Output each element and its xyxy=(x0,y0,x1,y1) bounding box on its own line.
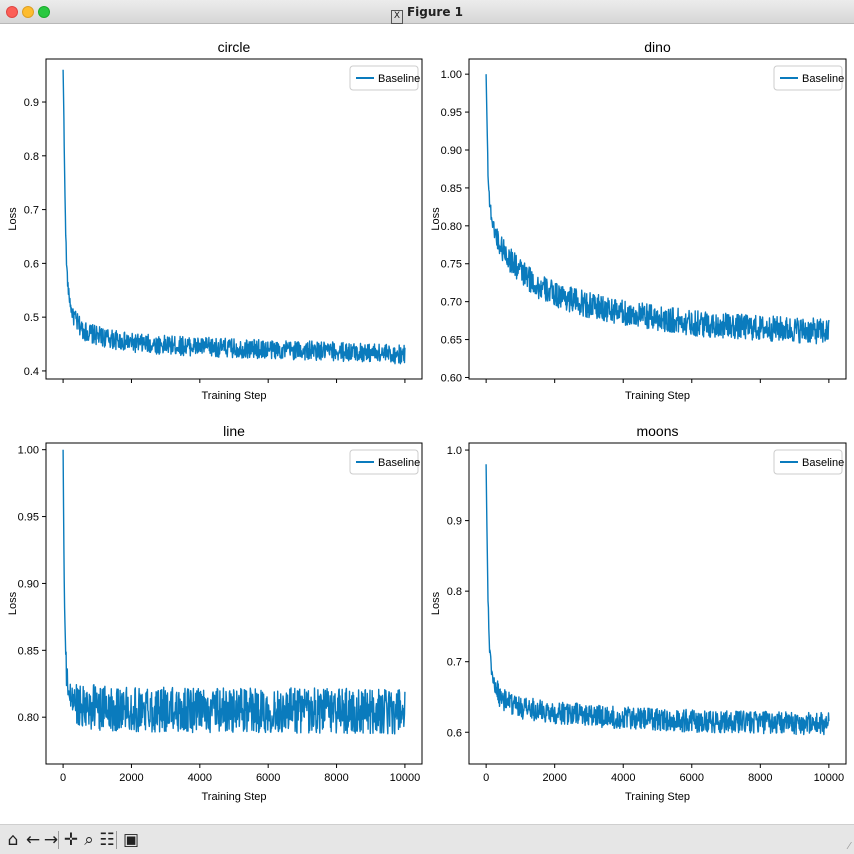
x-tick-label: 8000 xyxy=(748,772,772,784)
home-icon[interactable]: ⌂ xyxy=(7,830,19,850)
y-tick-label: 0.6 xyxy=(447,727,462,739)
y-tick-label: 0.65 xyxy=(441,335,462,347)
y-tick-label: 0.70 xyxy=(441,297,462,309)
y-axis-label: Loss xyxy=(7,207,19,231)
legend-label: Baseline xyxy=(802,457,844,469)
legend: Baseline xyxy=(349,65,420,91)
x-tick-label: 10000 xyxy=(814,772,845,784)
x-axis-label: Training Step xyxy=(201,390,266,402)
axes-frame xyxy=(45,58,423,380)
y-tick-label: 0.8 xyxy=(447,586,462,598)
toolbar: ⌂ ← → ✛ ⌕ ☷ ▣ ⁄ xyxy=(0,824,854,854)
y-tick-label: 0.90 xyxy=(18,578,39,590)
subplot-line: line 0.80 0.85 0.90 0.95 1.00 0 2000 4000 6000 800… xyxy=(7,423,423,803)
legend-label: Baseline xyxy=(378,457,420,469)
subplot-moons: moons 0.6 0.7 0.8 0.9 1.0 0 2000 4000 6000 8000 100… xyxy=(430,423,847,803)
y-tick-label: 0.9 xyxy=(447,516,462,528)
x-tick-label: 8000 xyxy=(324,772,348,784)
series-line-Baseline xyxy=(62,69,406,365)
x-tick-label: 6000 xyxy=(680,772,704,784)
window-title-container: X Figure 1 xyxy=(0,0,854,24)
chart-title: moons xyxy=(636,423,678,439)
y-axis-label: Loss xyxy=(7,591,19,615)
configure-subplots-icon[interactable]: ☷ xyxy=(99,830,115,850)
x-tick-label: 2000 xyxy=(542,772,566,784)
close-window-button[interactable] xyxy=(6,6,18,18)
resize-grip-icon[interactable]: ⁄ xyxy=(848,841,850,852)
y-tick-label: 0.75 xyxy=(441,259,462,271)
chart-title: dino xyxy=(644,39,671,55)
back-icon[interactable]: ← xyxy=(25,830,41,850)
x11-icon: X xyxy=(390,10,403,24)
y-tick-label: 0.95 xyxy=(441,107,462,119)
y-tick-label: 0.95 xyxy=(18,512,39,524)
x-tick-label: 4000 xyxy=(611,772,635,784)
legend-label: Baseline xyxy=(378,73,420,85)
y-tick-label: 0.90 xyxy=(441,145,462,157)
x-tick-label: 6000 xyxy=(256,772,280,784)
axes-frame xyxy=(45,442,423,765)
y-tick-label: 0.85 xyxy=(441,183,462,195)
axes-frame xyxy=(468,442,847,765)
legend-label: Baseline xyxy=(802,73,844,85)
series-line-Baseline xyxy=(485,74,830,345)
legend: Baseline xyxy=(773,449,844,475)
legend: Baseline xyxy=(349,449,420,475)
x-axis-label: Training Step xyxy=(201,791,266,803)
x-tick-label: 2000 xyxy=(119,772,143,784)
pan-icon[interactable]: ✛ xyxy=(63,830,79,850)
y-axis-label: Loss xyxy=(430,207,442,231)
legend: Baseline xyxy=(773,65,844,91)
legend-box xyxy=(349,65,419,91)
figure-canvas: circle 0.4 0.5 0.6 0.7 0.8 0.9 Training Step Los… xyxy=(7,39,847,803)
forward-icon[interactable]: → xyxy=(43,830,59,850)
y-tick-label: 1.00 xyxy=(441,69,462,81)
y-tick-label: 0.80 xyxy=(441,221,462,233)
zoom-icon[interactable]: ⌕ xyxy=(84,830,94,850)
save-icon[interactable]: ▣ xyxy=(122,830,140,850)
y-tick-label: 0.9 xyxy=(24,97,39,109)
series-line-Baseline xyxy=(62,449,406,735)
x-tick-label: 10000 xyxy=(390,772,421,784)
y-tick-label: 0.60 xyxy=(441,372,462,384)
window-title: Figure 1 xyxy=(406,5,464,19)
y-tick-label: 1.0 xyxy=(447,445,462,457)
x-axis-label: Training Step xyxy=(625,791,690,803)
legend-box xyxy=(349,449,419,475)
chart-title: line xyxy=(223,423,245,439)
y-tick-label: 0.7 xyxy=(447,657,462,669)
y-tick-label: 0.6 xyxy=(24,258,39,270)
legend-box xyxy=(773,449,843,475)
toolbar-separator xyxy=(116,831,117,849)
minimize-window-button[interactable] xyxy=(22,6,34,18)
y-tick-label: 0.4 xyxy=(24,366,39,378)
y-tick-label: 0.7 xyxy=(24,205,39,217)
y-axis-label: Loss xyxy=(430,591,442,615)
x-tick-label: 0 xyxy=(483,772,489,784)
y-tick-label: 0.5 xyxy=(24,312,39,324)
legend-box xyxy=(773,65,843,91)
y-tick-label: 1.00 xyxy=(18,445,39,457)
y-tick-label: 0.8 xyxy=(24,151,39,163)
subplot-dino: dino 0.60 0.65 0.70 0.75 0.80 0.85 0.90 0.95 1.00… xyxy=(430,39,847,402)
subplot-circle: circle 0.4 0.5 0.6 0.7 0.8 0.9 Training Step Los… xyxy=(7,39,423,402)
axes-frame xyxy=(468,58,847,380)
maximize-window-button[interactable] xyxy=(38,6,50,18)
x-tick-label: 0 xyxy=(60,772,66,784)
window-titlebar: X Figure 1 xyxy=(0,0,854,24)
toolbar-separator xyxy=(58,831,59,849)
y-tick-label: 0.85 xyxy=(18,645,39,657)
chart-title: circle xyxy=(218,39,251,55)
x-tick-label: 4000 xyxy=(188,772,212,784)
x-axis-label: Training Step xyxy=(625,390,690,402)
series-line-Baseline xyxy=(485,464,830,736)
y-tick-label: 0.80 xyxy=(18,712,39,724)
